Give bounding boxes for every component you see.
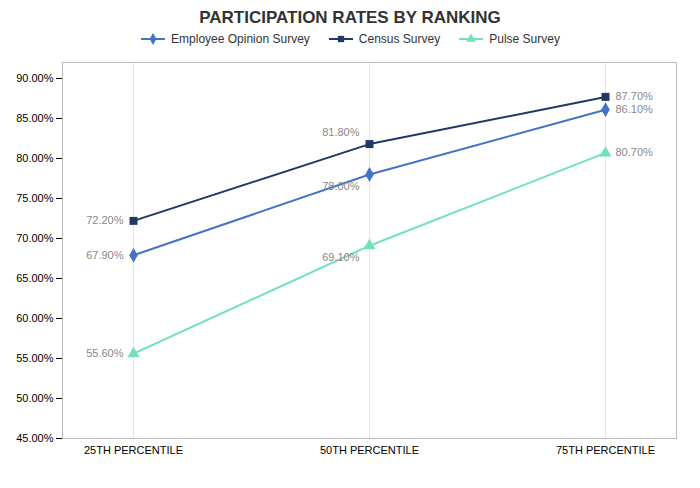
- svg-text:55.60%: 55.60%: [86, 347, 124, 359]
- svg-text:75TH PERCENTILE: 75TH PERCENTILE: [556, 444, 655, 456]
- svg-text:69.10%: 69.10%: [322, 251, 360, 263]
- svg-text:55.00%: 55.00%: [16, 352, 54, 364]
- svg-text:80.70%: 80.70%: [616, 146, 654, 158]
- svg-text:50.00%: 50.00%: [16, 392, 54, 404]
- svg-text:60.00%: 60.00%: [16, 312, 54, 324]
- html-text:PARTICIPATION RATES BY RANKING: PARTICIPATION RATES BY RANKING: [199, 8, 501, 27]
- svg-text:45.00%: 45.00%: [16, 432, 54, 444]
- svg-text:87.70%: 87.70%: [616, 90, 654, 102]
- svg-text:65.00%: 65.00%: [16, 272, 54, 284]
- svg-text:86.10%: 86.10%: [616, 103, 654, 115]
- svg-text:75.00%: 75.00%: [16, 192, 54, 204]
- svg-text:72.20%: 72.20%: [86, 214, 124, 226]
- svg-text:67.90%: 67.90%: [86, 249, 124, 261]
- html-text:Census Survey: Census Survey: [358, 32, 441, 46]
- svg-text:85.00%: 85.00%: [16, 112, 54, 124]
- svg-text:81.80%: 81.80%: [322, 126, 360, 138]
- svg-text:50TH PERCENTILE: 50TH PERCENTILE: [320, 444, 419, 456]
- svg-text:80.00%: 80.00%: [16, 152, 54, 164]
- svg-text:70.00%: 70.00%: [16, 232, 54, 244]
- svg-text:25TH PERCENTILE: 25TH PERCENTILE: [84, 444, 183, 456]
- html-text:Employee Opinion Survey: Employee Opinion Survey: [171, 32, 310, 46]
- html-text:Pulse Survey: Pulse Survey: [489, 32, 560, 46]
- svg-text:90.00%: 90.00%: [16, 72, 54, 84]
- svg-text:78.00%: 78.00%: [322, 180, 360, 192]
